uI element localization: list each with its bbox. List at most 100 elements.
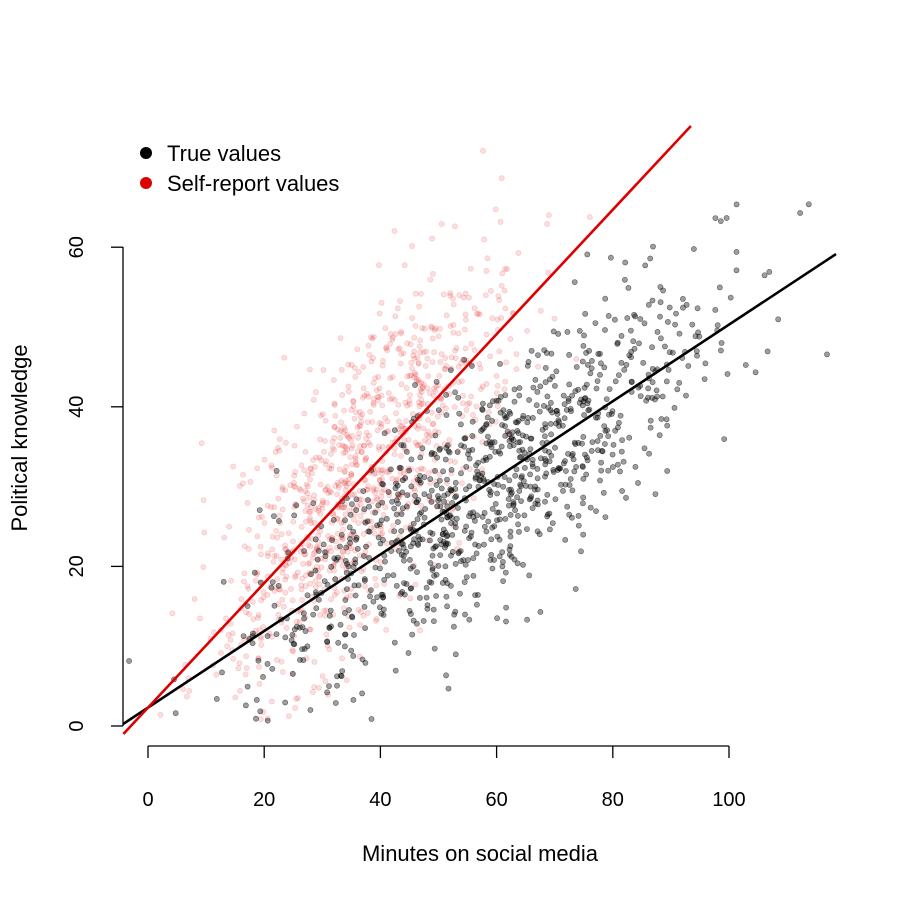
- data-point: [429, 565, 436, 571]
- data-point: [472, 592, 478, 598]
- data-point: [447, 367, 454, 373]
- data-point: [470, 411, 476, 418]
- data-point: [470, 495, 477, 502]
- data-point: [398, 381, 405, 388]
- data-point: [323, 458, 329, 465]
- data-point: [329, 445, 336, 451]
- data-point: [257, 543, 264, 550]
- data-point: [356, 423, 363, 430]
- data-point: [384, 418, 391, 425]
- data-point: [409, 631, 416, 638]
- data-point: [473, 601, 480, 608]
- data-point: [581, 412, 587, 418]
- data-point: [532, 376, 539, 383]
- data-point: [304, 471, 311, 478]
- data-point: [399, 422, 406, 429]
- data-point: [350, 397, 357, 404]
- data-point: [361, 506, 368, 513]
- data-point: [718, 340, 725, 346]
- data-point: [403, 524, 410, 531]
- data-point: [264, 633, 271, 639]
- data-point: [180, 686, 186, 693]
- data-point: [408, 483, 415, 490]
- data-point: [328, 462, 335, 469]
- data-point: [359, 411, 366, 418]
- data-point: [397, 590, 404, 597]
- data-point: [500, 578, 506, 584]
- data-point: [492, 500, 499, 507]
- data-point: [339, 442, 346, 449]
- data-point: [594, 378, 601, 384]
- data-point: [301, 548, 307, 554]
- data-point: [278, 531, 285, 538]
- data-point: [636, 340, 642, 347]
- data-point: [527, 483, 534, 490]
- data-point: [419, 384, 426, 390]
- data-point: [432, 325, 439, 332]
- data-point: [519, 446, 526, 453]
- data-point: [717, 218, 724, 224]
- data-point: [516, 528, 522, 535]
- data-point: [537, 383, 544, 390]
- data-point: [415, 441, 421, 448]
- data-point: [328, 596, 334, 603]
- data-point: [341, 643, 348, 650]
- data-point: [351, 491, 358, 498]
- data-point: [435, 563, 442, 569]
- data-point: [226, 523, 232, 530]
- data-point: [630, 338, 637, 345]
- data-point: [452, 651, 459, 658]
- data-point: [662, 343, 668, 350]
- data-point: [666, 304, 673, 311]
- data-point: [494, 316, 501, 323]
- data-point: [472, 475, 479, 482]
- data-point: [458, 470, 464, 477]
- data-point: [423, 431, 430, 438]
- data-point: [311, 684, 317, 690]
- data-point: [400, 442, 407, 449]
- data-point: [398, 330, 405, 337]
- data-point: [378, 489, 385, 495]
- data-point: [664, 422, 671, 429]
- data-point: [434, 413, 441, 420]
- data-point: [297, 487, 304, 493]
- data-point: [452, 524, 459, 531]
- data-point: [528, 435, 535, 442]
- data-point: [318, 564, 325, 571]
- data-point: [616, 419, 622, 426]
- data-point: [652, 396, 658, 403]
- data-point: [326, 612, 333, 619]
- data-point: [701, 376, 708, 382]
- data-point: [391, 451, 398, 458]
- data-point: [374, 427, 381, 434]
- data-point: [496, 516, 503, 523]
- data-point: [302, 448, 309, 455]
- data-point: [523, 433, 529, 440]
- data-point: [397, 469, 404, 476]
- data-point: [308, 520, 315, 527]
- data-point: [279, 596, 286, 603]
- data-point: [558, 481, 564, 488]
- data-point: [309, 689, 316, 695]
- data-point: [323, 607, 330, 614]
- data-point: [378, 299, 385, 306]
- data-point: [554, 411, 561, 417]
- data-point: [399, 477, 406, 483]
- data-point: [317, 436, 323, 443]
- data-point: [499, 563, 506, 570]
- data-point: [452, 479, 459, 486]
- data-point: [322, 612, 329, 619]
- data-point: [498, 175, 505, 181]
- data-point: [414, 516, 421, 523]
- data-point: [544, 491, 551, 498]
- data-point: [336, 543, 343, 550]
- data-point: [548, 399, 554, 406]
- data-point: [608, 254, 614, 261]
- data-point: [615, 424, 621, 431]
- data-point: [200, 497, 207, 503]
- data-point: [454, 505, 461, 511]
- data-point: [485, 409, 492, 415]
- data-point: [374, 594, 380, 600]
- data-point: [398, 328, 404, 335]
